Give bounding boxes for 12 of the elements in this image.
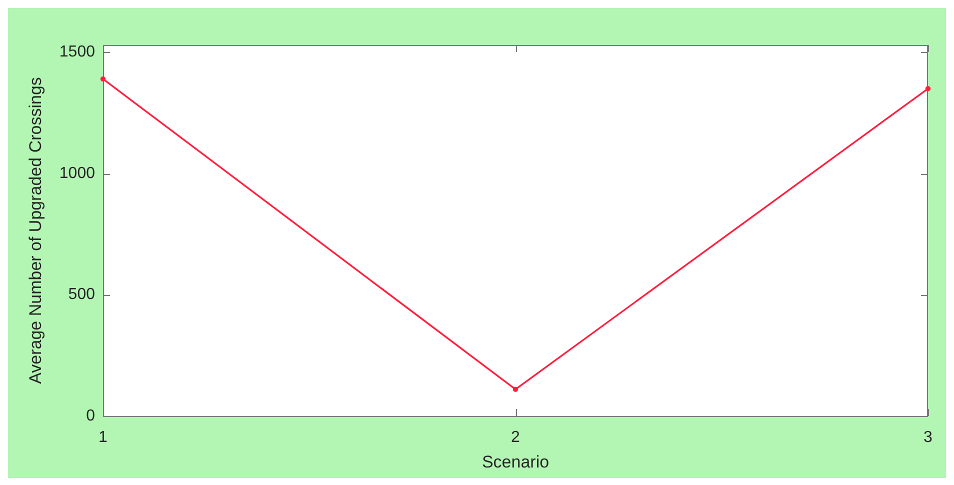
y-tick-label: 1000 (59, 164, 96, 182)
y-tick-label: 0 (86, 407, 96, 424)
y-tick-label: 500 (68, 286, 96, 304)
x-tick-label: 1 (98, 429, 108, 446)
point (100, 76, 106, 82)
point (512, 386, 518, 392)
x-tick-label: 2 (511, 429, 520, 446)
y-tick-label: 1500 (59, 44, 96, 61)
x-tick-label: 3 (924, 429, 933, 446)
x-axis-title: Scenario (482, 452, 550, 472)
point (925, 86, 931, 92)
y-axis-title: Average Number of Upgraded Crossings (26, 77, 45, 384)
